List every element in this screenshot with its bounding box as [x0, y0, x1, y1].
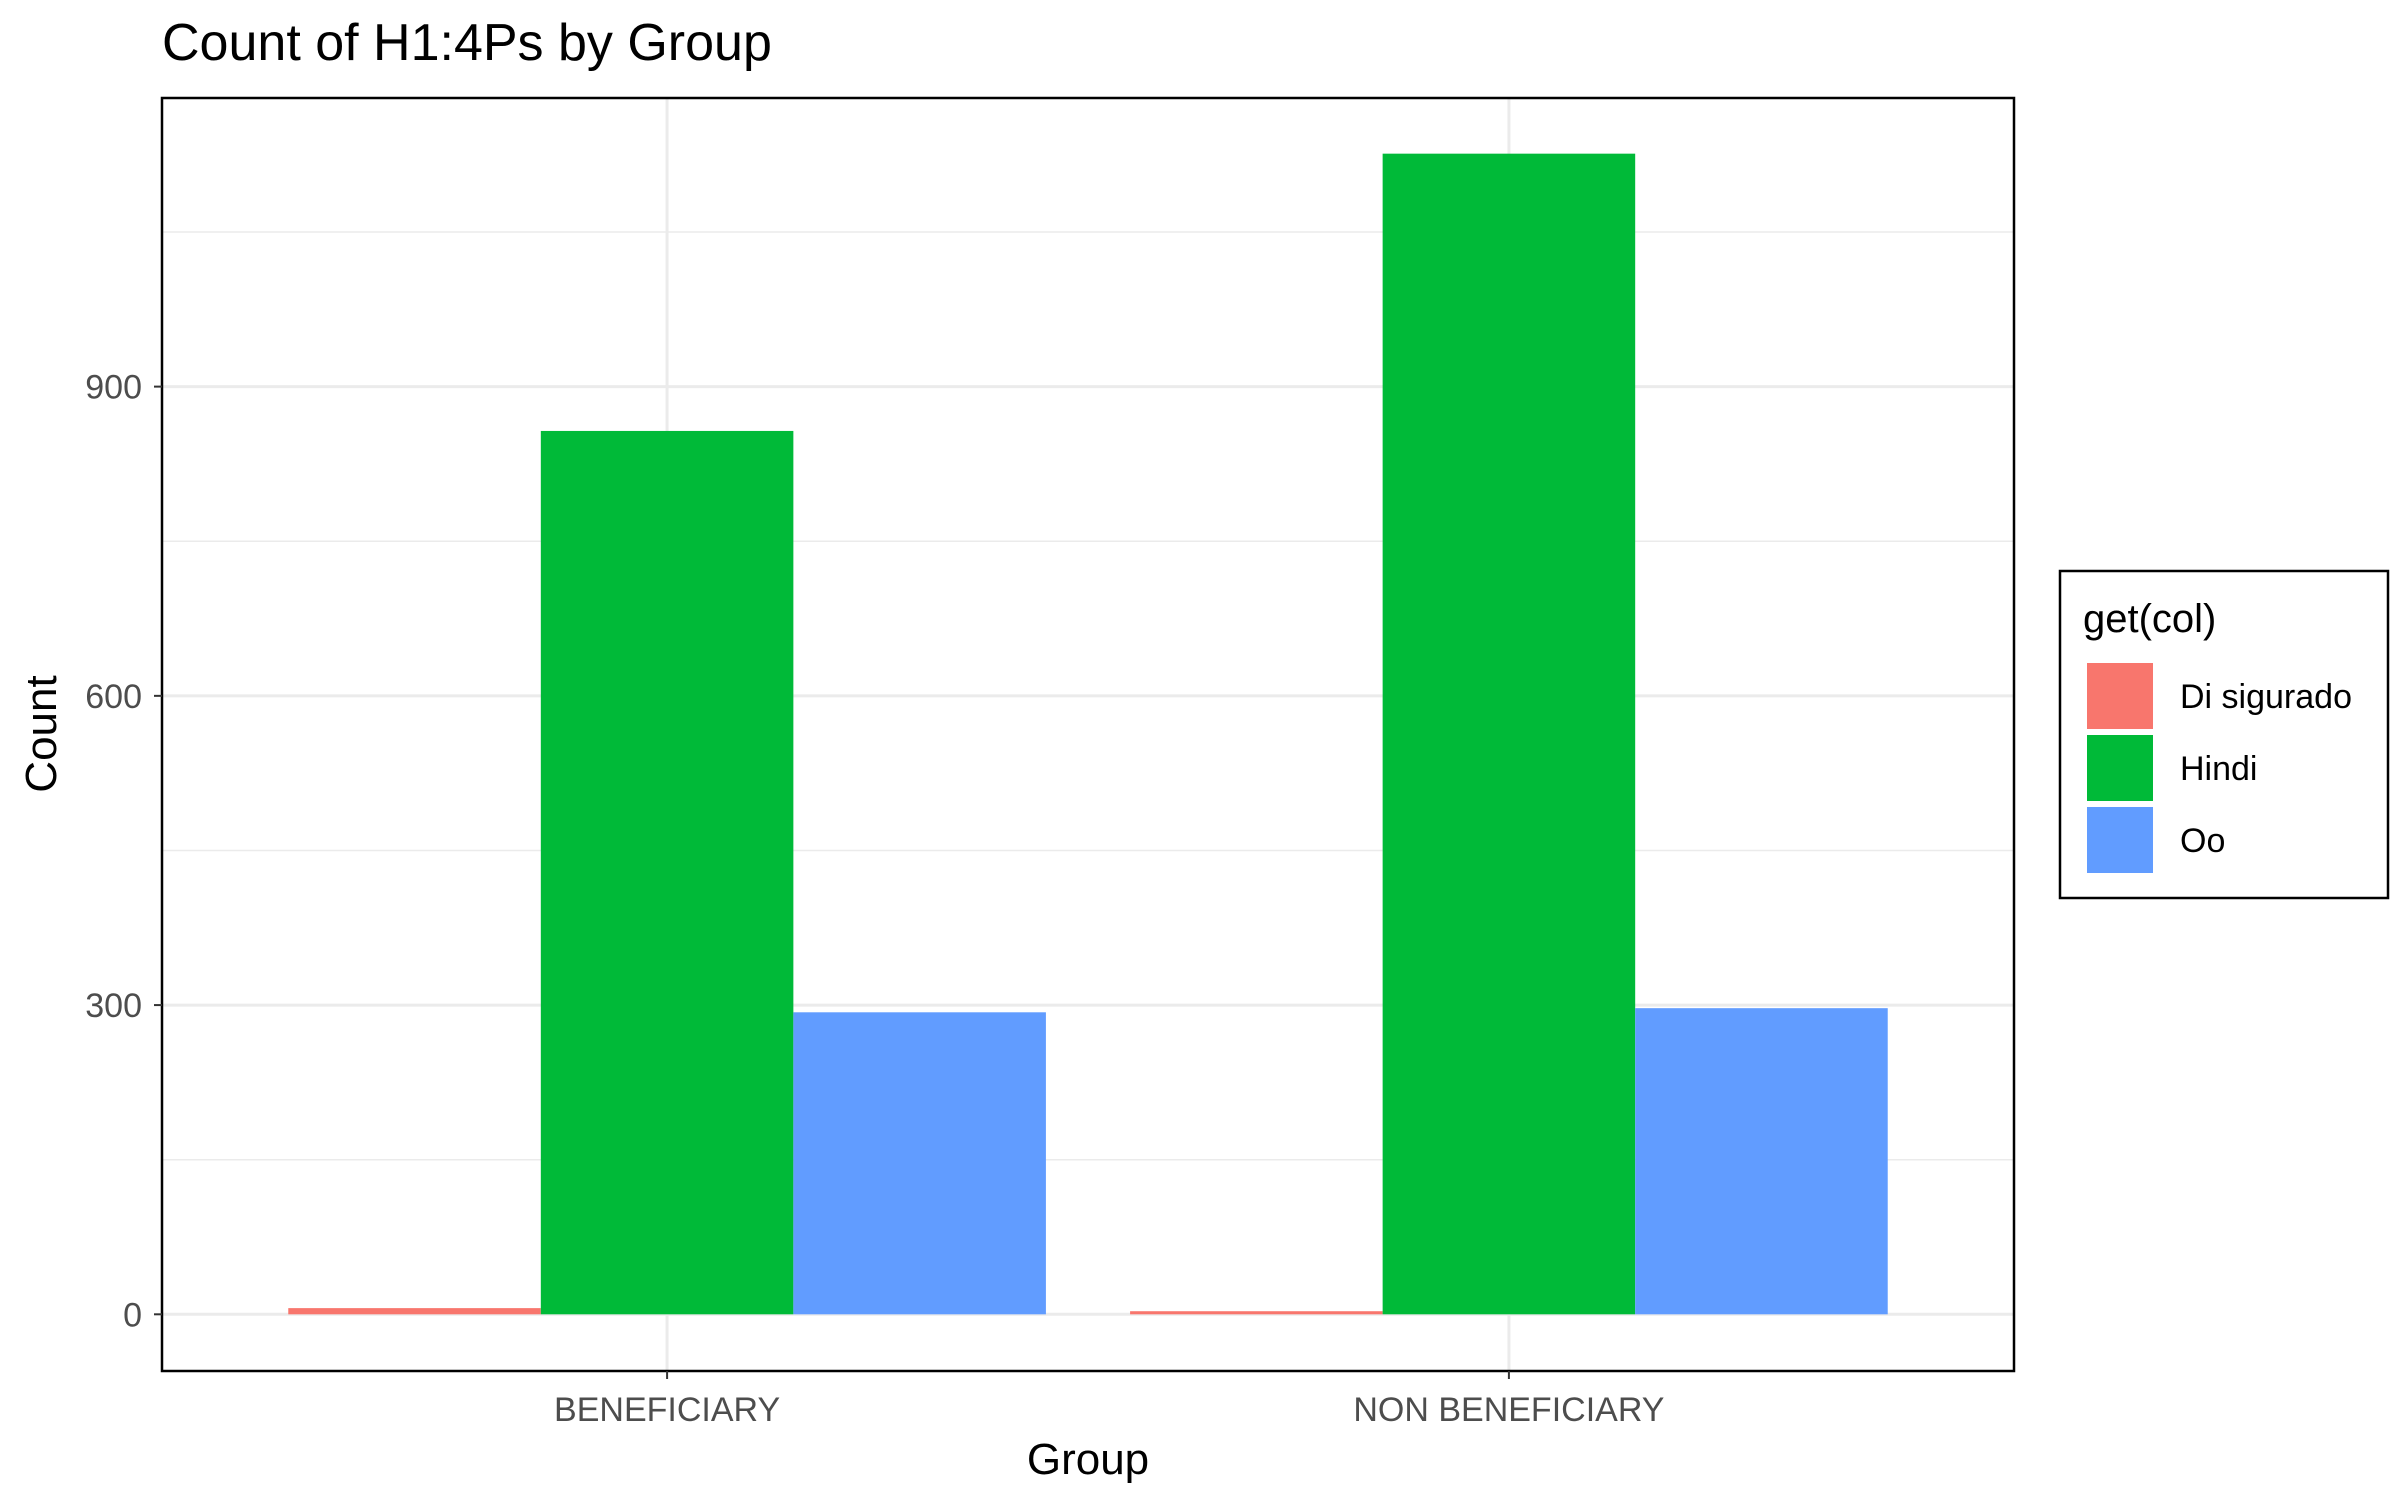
y-tick-label: 600 — [85, 678, 142, 716]
legend-label: Di sigurado — [2180, 678, 2352, 716]
legend-items: Di sigurado Hindi Oo — [2087, 663, 2352, 873]
legend-label: Hindi — [2180, 750, 2257, 788]
y-tick-label: 300 — [85, 987, 142, 1025]
y-tick-label: 900 — [85, 369, 142, 407]
legend-key-hindi — [2087, 735, 2153, 801]
x-tick-label: BENEFICIARY — [554, 1391, 780, 1429]
y-tick-label: 0 — [123, 1296, 142, 1334]
bar-di-sigurado-non-beneficiary — [1130, 1311, 1383, 1315]
bar-hindi-beneficiary — [540, 430, 794, 1315]
bar-hindi-non-beneficiary — [1382, 153, 1636, 1315]
x-tick-label: NON BENEFICIARY — [1353, 1391, 1664, 1429]
y-axis-ticks: 0 300 600 900 — [85, 369, 162, 1334]
x-axis-ticks: BENEFICIARY NON BENEFICIARY — [554, 1371, 1664, 1429]
legend: get(col) Di sigurado Hindi Oo — [2058, 569, 2390, 900]
legend-label: Oo — [2180, 822, 2225, 860]
bar-oo-non-beneficiary — [1635, 1008, 1888, 1315]
legend-key-oo — [2087, 807, 2153, 873]
bars-group — [288, 153, 1888, 1315]
bar-oo-beneficiary — [793, 1012, 1046, 1315]
bar-di-sigurado-beneficiary — [288, 1308, 541, 1315]
legend-title: get(col) — [2083, 597, 2216, 641]
y-axis-title: Count — [17, 675, 66, 792]
x-axis-title: Group — [1027, 1435, 1149, 1484]
legend-key-di-sigurado — [2087, 663, 2153, 729]
chart-title: Count of H1:4Ps by Group — [162, 14, 772, 72]
plot-border — [160, 96, 2016, 1373]
